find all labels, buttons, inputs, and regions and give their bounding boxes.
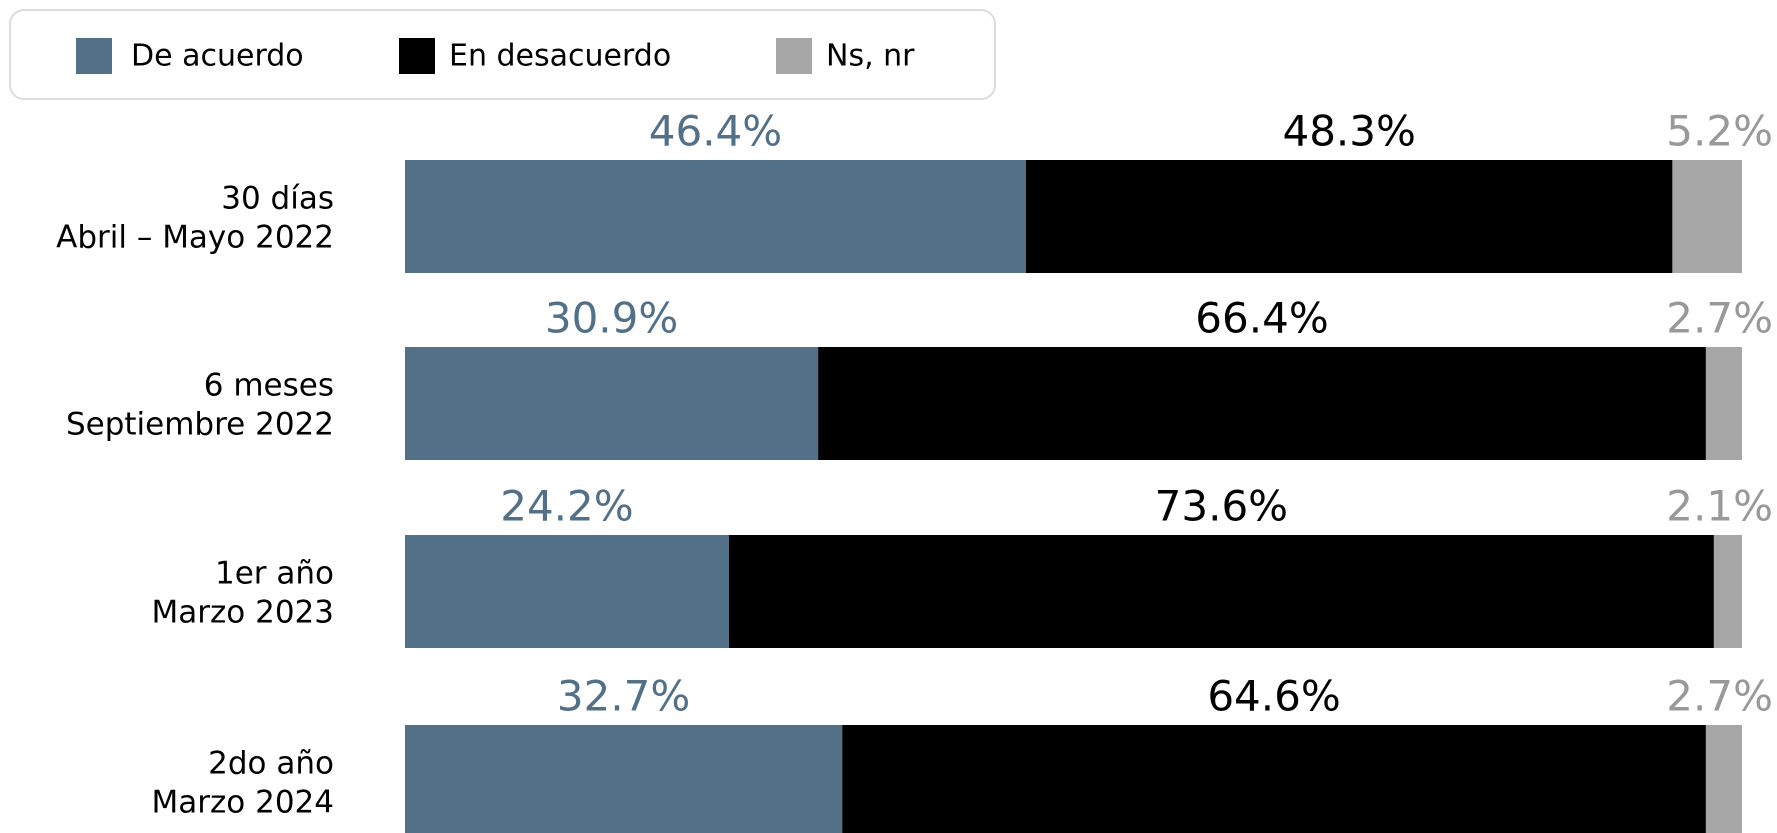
category-label: Marzo 2024	[152, 785, 334, 821]
category-label: 1er año	[215, 556, 334, 592]
value-label: 46.4%	[649, 107, 782, 156]
value-label: 73.6%	[1155, 482, 1288, 531]
value-label: 30.9%	[545, 294, 678, 343]
bar-segment	[729, 535, 1714, 648]
bar-segment	[405, 160, 1026, 273]
legend-swatch	[76, 38, 112, 74]
chart: De acuerdo En desacuerdo Ns, nr 30 díasAbri…	[0, 0, 1777, 833]
legend-label: Ns, nr	[826, 39, 915, 74]
category-label: 6 meses	[204, 368, 334, 404]
bar-segment	[1672, 160, 1742, 273]
bar-segment	[1714, 535, 1742, 648]
value-label: 64.6%	[1207, 672, 1340, 721]
bar-segment	[1706, 347, 1742, 460]
bar-segment	[1706, 725, 1742, 833]
value-label: 2.7%	[1666, 294, 1773, 343]
value-label: 24.2%	[500, 482, 633, 531]
value-label: 32.7%	[557, 672, 690, 721]
category-label: Abril – Mayo 2022	[56, 220, 334, 256]
value-label: 2.1%	[1666, 482, 1773, 531]
bar-segment	[842, 725, 1706, 833]
bar-segment	[818, 347, 1706, 460]
bar-segment	[405, 725, 842, 833]
bar-segment	[405, 535, 729, 648]
legend-swatch	[776, 38, 812, 74]
category-label: Septiembre 2022	[66, 407, 334, 443]
legend-swatch	[399, 38, 435, 74]
bar-segment	[405, 347, 818, 460]
category-label: 2do año	[208, 746, 334, 782]
legend-label: De acuerdo	[131, 39, 304, 74]
bar-segment	[1026, 160, 1672, 273]
value-label: 66.4%	[1195, 294, 1328, 343]
legend-label: En desacuerdo	[449, 39, 671, 74]
page: De acuerdo En desacuerdo Ns, nr 30 díasAbri…	[0, 0, 1777, 833]
category-label: Marzo 2023	[152, 595, 334, 631]
category-label: 30 días	[221, 181, 334, 217]
value-label: 48.3%	[1282, 107, 1415, 156]
value-label: 5.2%	[1666, 107, 1773, 156]
value-label: 2.7%	[1666, 672, 1773, 721]
